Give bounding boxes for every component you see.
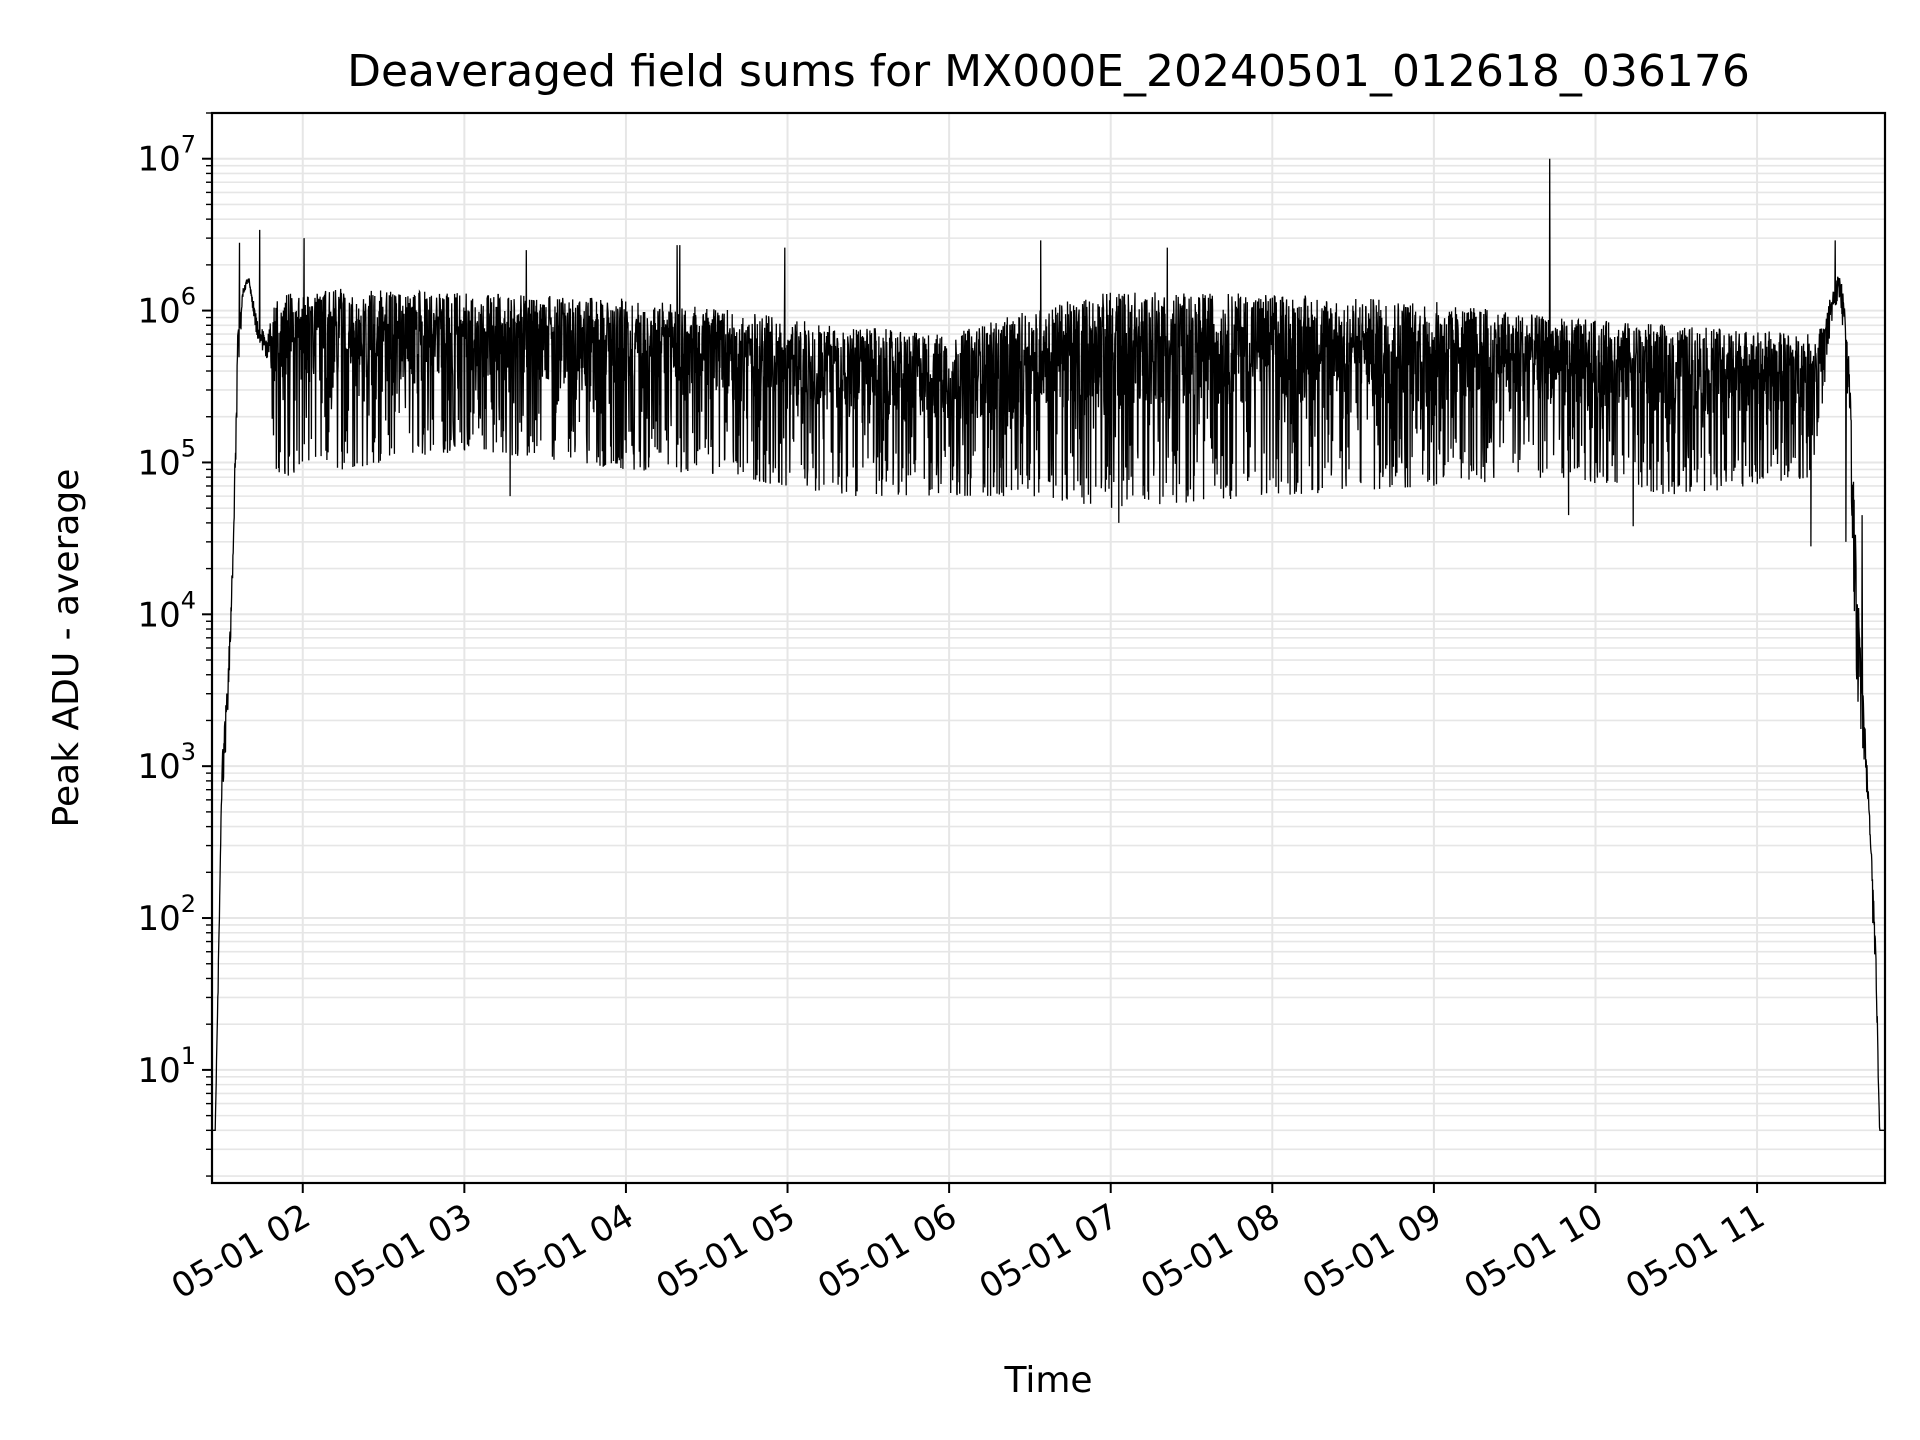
y-tick-exponent: 6: [181, 283, 196, 311]
series-line: [212, 158, 1885, 1131]
y-tick-exponent: 3: [181, 738, 196, 766]
y-tick-label: 104: [137, 586, 196, 635]
y-tick-base: 10: [137, 292, 180, 332]
y-tick-base: 10: [137, 595, 180, 635]
y-tick-exponent: 1: [181, 1042, 196, 1070]
y-tick-base: 10: [137, 899, 180, 939]
y-tick-exponent: 2: [181, 890, 196, 918]
x-axis-label: Time: [1003, 1360, 1092, 1401]
y-axis-label: Peak ADU - average: [46, 469, 87, 828]
y-tick-label: 106: [137, 283, 196, 332]
y-tick-label: 101: [137, 1042, 196, 1091]
y-tick-exponent: 7: [181, 131, 196, 159]
y-tick-base: 10: [137, 443, 180, 483]
y-tick-label: 107: [137, 131, 196, 180]
y-tick-label: 105: [137, 434, 196, 483]
y-tick-label: 103: [137, 738, 196, 787]
y-tick-base: 10: [137, 1051, 180, 1091]
y-tick-exponent: 5: [181, 434, 196, 462]
series: [212, 158, 1885, 1131]
grid-lines: [212, 112, 1885, 1183]
y-tick-label: 102: [137, 890, 196, 939]
y-tick-base: 10: [137, 747, 180, 787]
chart-title: Deaveraged field sums for MX000E_2024050…: [347, 46, 1750, 97]
y-tick-base: 10: [137, 140, 180, 180]
y-tick-exponent: 4: [181, 586, 196, 614]
